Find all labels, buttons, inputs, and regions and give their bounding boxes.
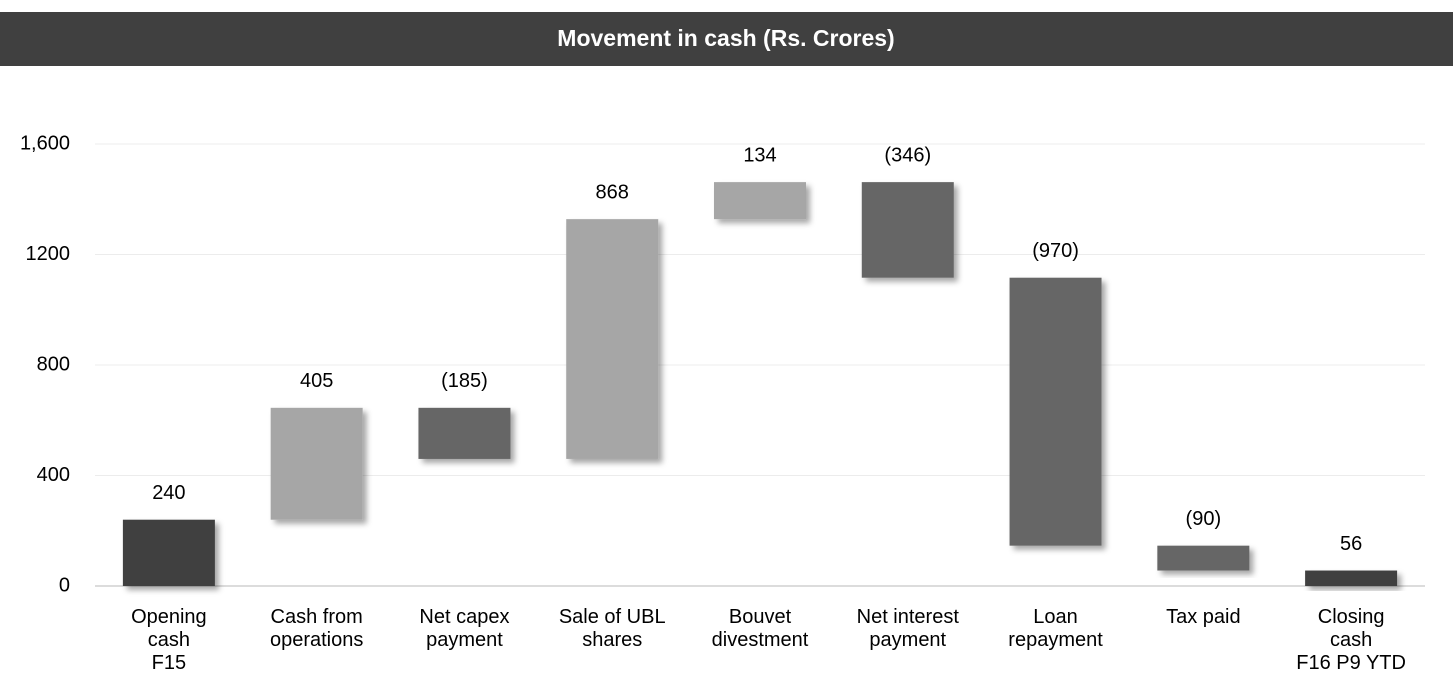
- y-tick-label: 400: [37, 464, 70, 486]
- x-tick-label: Tax paid: [1166, 606, 1241, 628]
- bar: [566, 219, 659, 459]
- y-tick-label: 1200: [26, 243, 71, 265]
- value-label: (970): [1032, 240, 1079, 262]
- x-tick-label: Sale of UBL shares: [558, 606, 666, 651]
- bar: [1009, 277, 1102, 546]
- value-label: (185): [441, 370, 488, 392]
- x-tick-label: Net capex payment: [419, 606, 510, 651]
- value-label: 868: [596, 181, 629, 203]
- bar: [861, 182, 954, 278]
- bar: [714, 182, 806, 220]
- y-tick-label: 0: [59, 574, 70, 596]
- x-tick-label: Bouvet divestment: [711, 606, 809, 651]
- x-tick-label: Loan repayment: [1008, 606, 1103, 651]
- y-tick-label: 1,600: [20, 132, 70, 154]
- value-label: 240: [152, 482, 185, 504]
- value-label: 405: [300, 370, 333, 392]
- x-tick-label: Net interest payment: [856, 606, 959, 651]
- value-label: 56: [1340, 533, 1362, 555]
- y-tick-label: 800: [37, 353, 70, 375]
- bar: [1157, 545, 1250, 571]
- bar: [1305, 570, 1398, 586]
- x-tick-label: Cash from operations: [269, 606, 364, 651]
- title-bar: [0, 12, 1453, 66]
- value-label: (346): [884, 144, 931, 166]
- bar: [418, 407, 511, 459]
- bar: [270, 407, 363, 520]
- value-label: (90): [1186, 508, 1222, 530]
- bar: [122, 519, 215, 586]
- x-tick-label: Opening cash F15: [131, 606, 207, 674]
- value-label: 134: [743, 144, 776, 166]
- chart-title: Movement in cash (Rs. Crores): [557, 25, 894, 51]
- x-tick-label: Closing cash F16 P9 YTD: [1296, 606, 1406, 674]
